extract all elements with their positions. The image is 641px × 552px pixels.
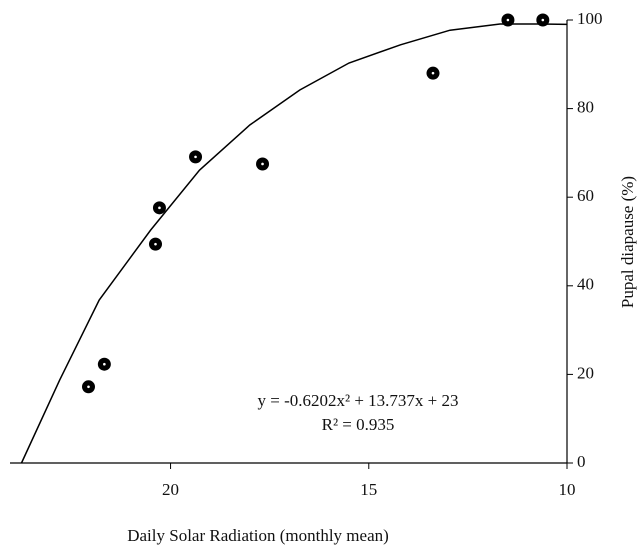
y-tick-label: 0 bbox=[577, 452, 586, 471]
point-center bbox=[154, 242, 157, 246]
point-center bbox=[194, 155, 197, 159]
y-tick-label: 40 bbox=[577, 275, 594, 294]
point-center bbox=[431, 71, 435, 75]
y-tick-label: 60 bbox=[577, 186, 594, 205]
x-tick-label: 15 bbox=[360, 480, 377, 499]
y-axis-label: Pupal diapause (%) bbox=[618, 176, 637, 308]
point-center bbox=[261, 162, 264, 166]
r-squared: R² = 0.935 bbox=[322, 415, 395, 434]
fit-curve bbox=[20, 23, 568, 464]
point-center bbox=[87, 385, 90, 389]
equation: y = -0.6202x² + 13.737x + 23 bbox=[257, 391, 458, 410]
y-tick-label: 100 bbox=[577, 9, 603, 28]
point-center bbox=[506, 18, 510, 22]
y-tick-label: 20 bbox=[577, 363, 594, 382]
point-center bbox=[541, 18, 545, 22]
x-tick-label: 20 bbox=[162, 480, 179, 499]
x-tick-label: 10 bbox=[559, 480, 576, 499]
x-axis-label: Daily Solar Radiation (monthly mean) bbox=[127, 526, 389, 545]
point-center bbox=[158, 206, 161, 210]
point-center bbox=[103, 362, 106, 366]
y-tick-label: 80 bbox=[577, 98, 594, 117]
